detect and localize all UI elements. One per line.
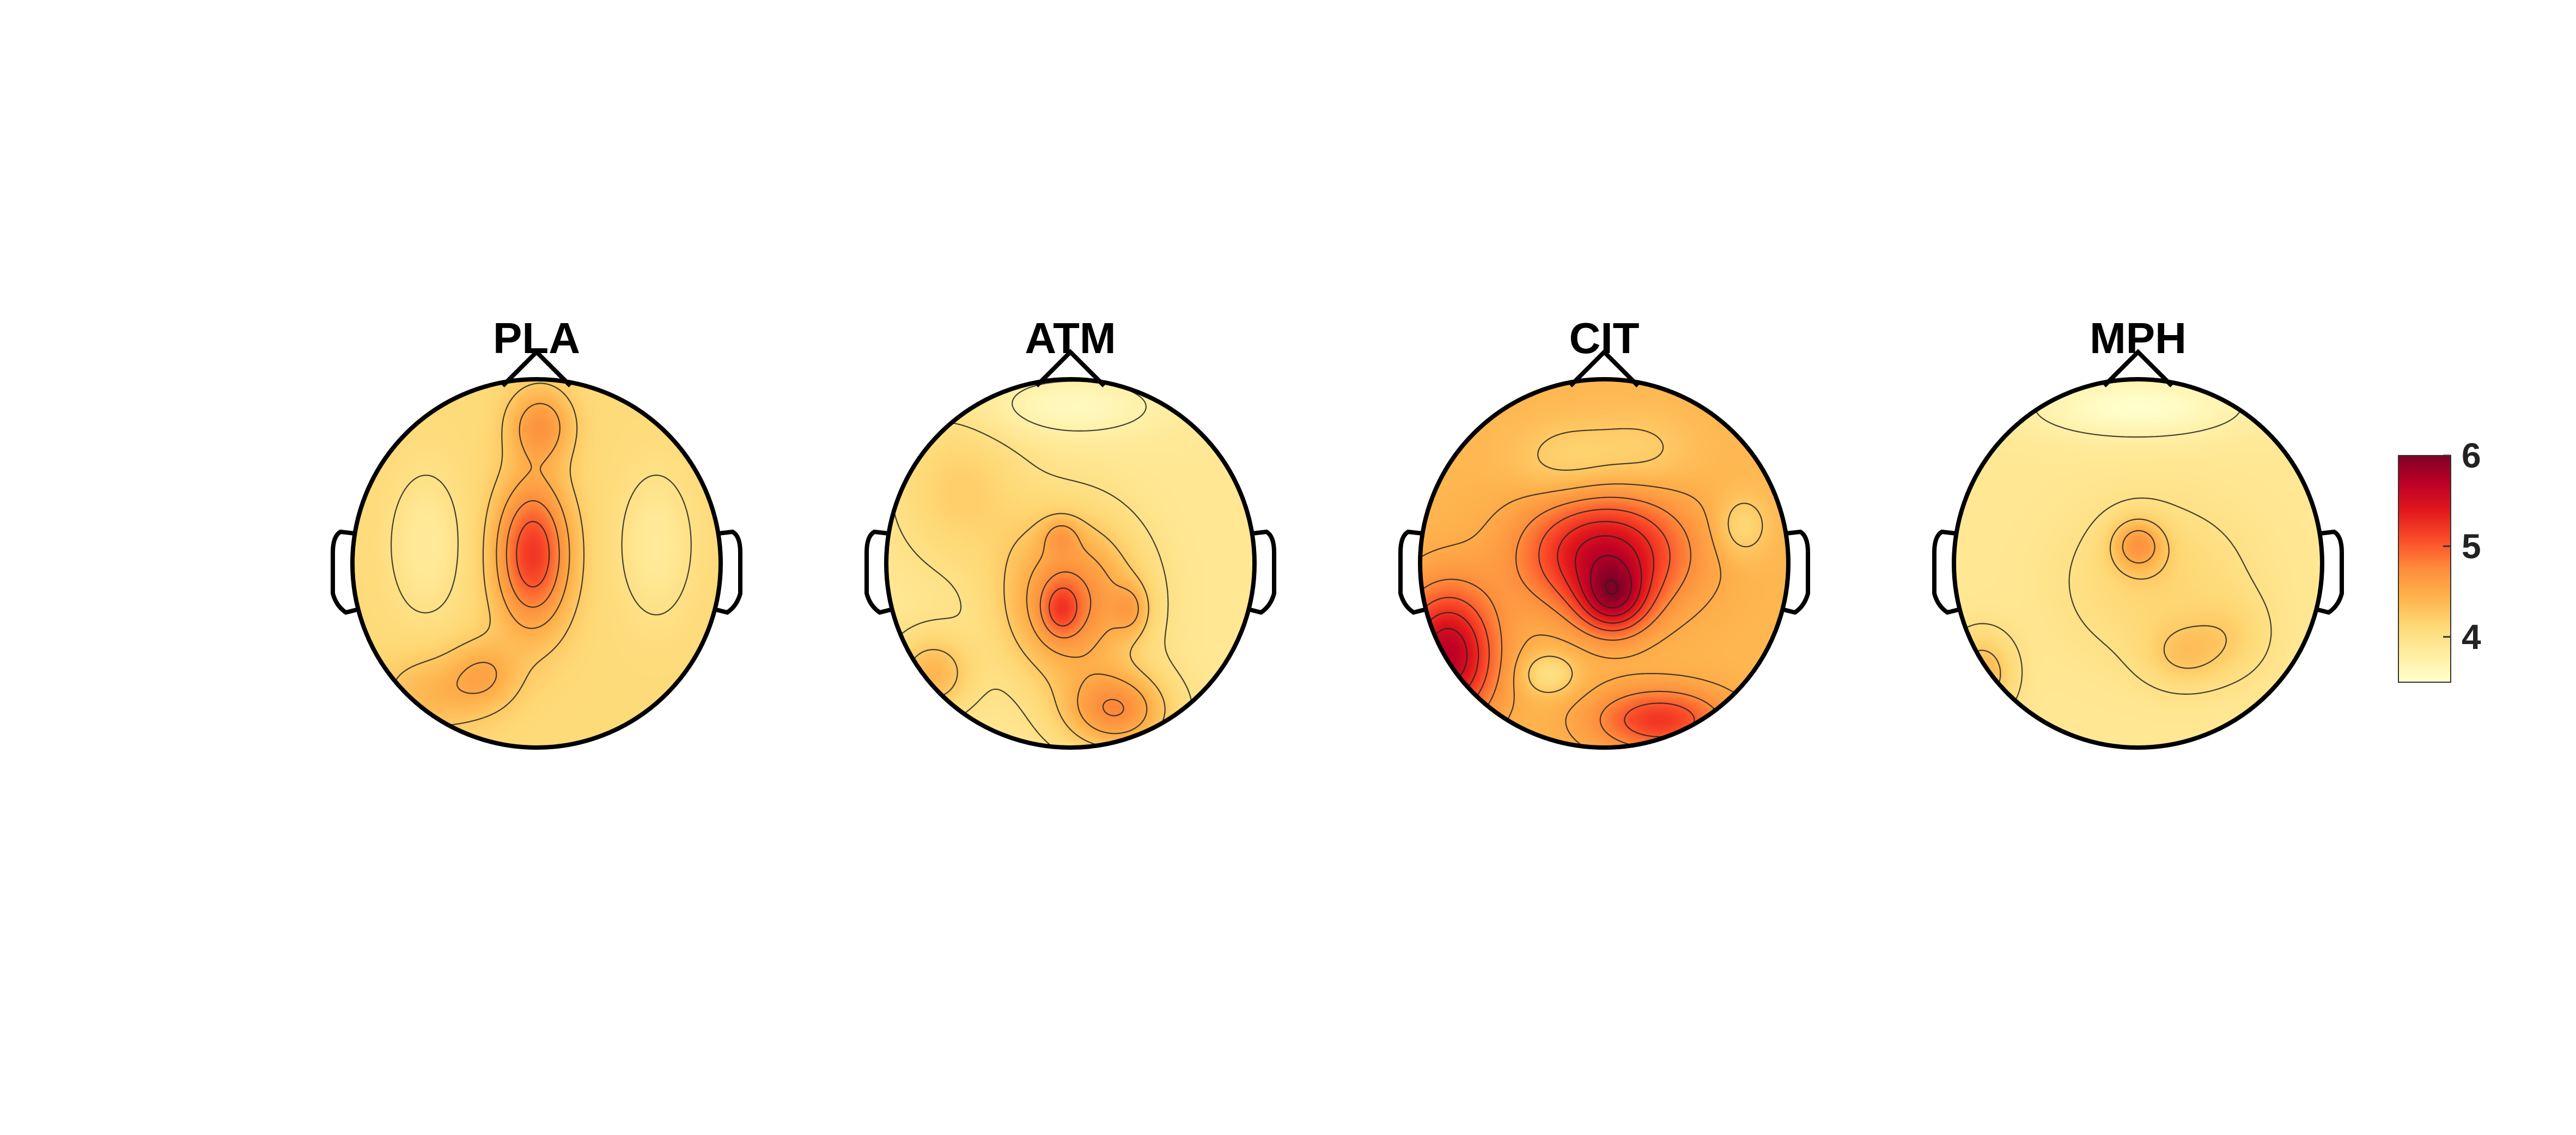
heat-surface [1420, 379, 1788, 748]
nose-icon [501, 349, 572, 387]
colorbar-tick-label: 6 [2462, 436, 2481, 475]
right-ear-icon [1783, 529, 1810, 615]
head-outline [350, 377, 723, 750]
heat-surface [352, 379, 721, 748]
nose-icon [2103, 349, 2173, 387]
left-ear-icon [331, 529, 357, 615]
topomap-atm: ATM [864, 314, 1276, 750]
right-ear-icon [716, 529, 742, 615]
heat-surface [886, 379, 1254, 748]
colorbar-tick-label: 5 [2462, 526, 2481, 566]
colorbar-tick-label: 4 [2462, 617, 2481, 657]
head-outline [884, 377, 1257, 750]
head-outline [1418, 377, 1791, 750]
right-ear-icon [2317, 529, 2344, 615]
right-ear-icon [1250, 529, 1276, 615]
left-ear-icon [1398, 529, 1425, 615]
nose-icon [1569, 349, 1640, 387]
topomap-cit: CIT [1398, 314, 1810, 750]
topomap-mph: MPH [1932, 314, 2344, 750]
topomap-pla: PLA [331, 314, 742, 750]
topomaps: PLA ATM CIT MPH [331, 314, 2344, 750]
nose-icon [1035, 349, 1106, 387]
head-outline [1952, 377, 2324, 750]
left-ear-icon [864, 529, 891, 615]
colorbar-gradient [2398, 455, 2451, 683]
colorbar: 4 5 6 [2398, 436, 2481, 683]
left-ear-icon [1932, 529, 1959, 615]
